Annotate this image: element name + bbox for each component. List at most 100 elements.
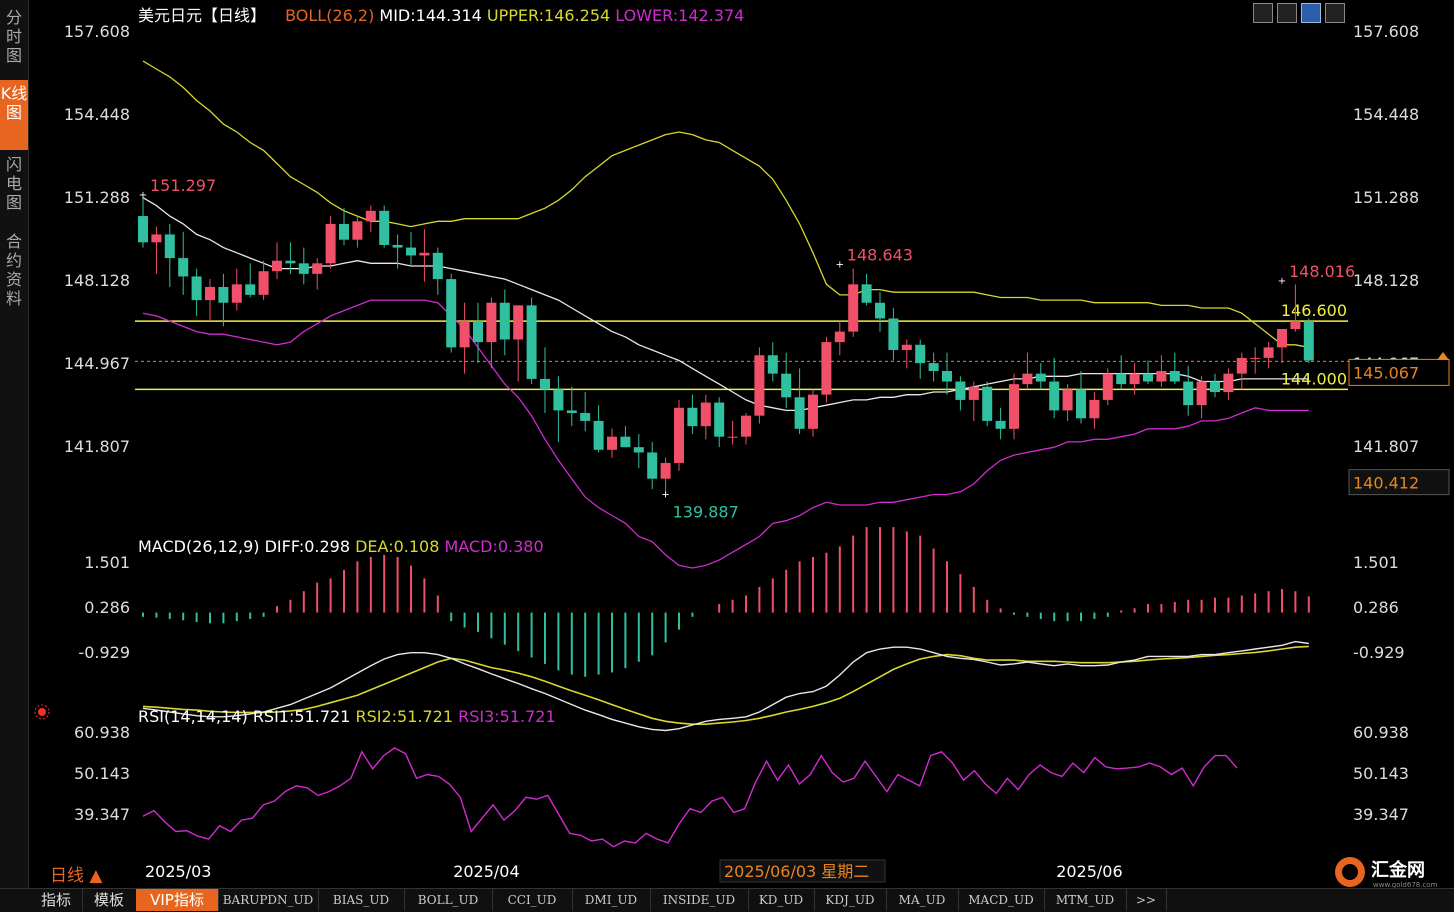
macd-y-tick-right: 0.286 <box>1353 598 1399 617</box>
candle-body <box>339 223 349 240</box>
candle-body <box>727 436 738 438</box>
tab-[interactable]: >> <box>1126 889 1167 911</box>
candle-body <box>1223 373 1234 393</box>
tab-bias-ud[interactable]: BIAS_UD <box>318 889 405 911</box>
macd-panel-header: MACD(26,12,9) DIFF:0.298 DEA:0.108 MACD:… <box>138 537 544 556</box>
extreme-value-label: 148.643 <box>847 245 913 264</box>
extreme-marker-icon: + <box>661 489 669 500</box>
symbol-title: 美元日元【日线】 <box>138 6 271 25</box>
extreme-marker-icon: + <box>139 190 147 201</box>
macd-macd-value: MACD:0.380 <box>444 537 543 556</box>
low-price-box <box>1348 469 1450 496</box>
tab-macd-ud[interactable]: MACD_UD <box>958 889 1045 911</box>
settings-sun-rays <box>34 704 50 720</box>
current-price-box <box>1348 358 1450 386</box>
candle-body <box>968 386 979 400</box>
candle-body <box>499 302 510 340</box>
tab-timeshare[interactable]: 分时图 <box>5 8 22 65</box>
left-sidebar: 分时图 K线图 闪电图 合约资料 <box>0 0 29 888</box>
zoom-out-icon[interactable] <box>1277 3 1297 23</box>
tab-flash[interactable]: 闪电图 <box>5 155 22 212</box>
candle-body <box>1076 389 1086 419</box>
rsi-y-tick-left: 39.347 <box>74 805 130 824</box>
candle-body <box>379 210 390 245</box>
y-tick-label-right: 141.807 <box>1353 437 1419 456</box>
macd-y-tick-right: 1.501 <box>1353 553 1399 572</box>
candle-body <box>781 373 792 398</box>
extreme-value-label: 139.887 <box>673 502 739 521</box>
candle-body <box>888 318 899 351</box>
macd-panel: 1.501 1.501 0.286 0.286 -0.929 -0.929 MACD(26,… <box>78 527 1405 732</box>
candle-body <box>700 402 711 427</box>
candle-body <box>459 321 470 348</box>
macd-name: MACD(26,12,9) <box>138 537 265 556</box>
rsi-panel: 60.938 60.938 50.143 50.143 39.347 39.347 RSI(… <box>34 704 1409 848</box>
candle-body <box>861 284 872 303</box>
candle-body <box>875 302 885 319</box>
candle-body <box>982 386 993 421</box>
tab-[interactable]: 模板 <box>82 889 137 911</box>
y-tick-label-left: 144.967 <box>64 354 130 373</box>
extreme-marker-icon: + <box>836 259 844 270</box>
candle-body <box>486 302 497 343</box>
candle-body <box>432 252 443 280</box>
rsi-panel-header: RSI(14,14,14) RSI1:51.721 RSI2:51.721 RS… <box>138 707 556 726</box>
current-price-label: 145.067 <box>1353 363 1419 382</box>
boll-upper-line <box>142 60 1309 349</box>
tab-cci-ud[interactable]: CCI_UD <box>492 889 573 911</box>
y-tick-label-left: 151.288 <box>64 188 130 207</box>
tab-contract-info[interactable]: 合约资料 <box>5 232 22 308</box>
candle-body <box>352 221 363 240</box>
level-line-label: 146.600 <box>1281 301 1347 320</box>
rsi-y-tick-left: 50.143 <box>74 764 130 783</box>
dea-line <box>142 645 1309 726</box>
candle-body <box>1250 357 1261 359</box>
candle-body <box>205 286 215 301</box>
candle-body <box>1009 384 1019 429</box>
tab-[interactable]: 指标 <box>30 889 83 911</box>
candle-body <box>1156 371 1167 382</box>
tab-inside-ud[interactable]: INSIDE_UD <box>650 889 749 911</box>
tab-kd-ud[interactable]: KD_UD <box>748 889 815 911</box>
candle-body <box>1089 399 1100 419</box>
candle-body <box>513 305 524 340</box>
candle-body <box>1196 381 1207 406</box>
y-tick-label-left: 148.128 <box>64 271 130 290</box>
candle-body <box>593 420 604 450</box>
candle-body <box>164 234 175 259</box>
candle-body <box>1263 347 1274 358</box>
candle-body <box>1102 373 1113 400</box>
candle-body <box>1116 373 1127 385</box>
tab-vip[interactable]: VIP指标 <box>136 889 219 911</box>
candle-body <box>406 247 416 256</box>
tab-kline[interactable]: K线图 <box>0 80 28 150</box>
y-tick-label-right: 148.128 <box>1353 271 1419 290</box>
candle-body <box>1049 381 1060 411</box>
tab-dmi-ud[interactable]: DMI_UD <box>572 889 651 911</box>
tab-ma-ud[interactable]: MA_UD <box>886 889 959 911</box>
x-tick-label: 2025/04 <box>453 862 519 881</box>
candle-body <box>821 342 832 395</box>
tab-barupdn-ud[interactable]: BARUPDN_UD <box>218 889 319 911</box>
crosshair-icon[interactable] <box>1253 3 1273 23</box>
candle-body <box>1290 321 1301 329</box>
tab-boll-ud[interactable]: BOLL_UD <box>404 889 493 911</box>
fullscreen-icon[interactable] <box>1325 3 1345 23</box>
candle-body <box>808 394 818 429</box>
candle-body <box>566 410 577 414</box>
tab-mtm-ud[interactable]: MTM_UD <box>1044 889 1127 911</box>
candle-body <box>660 462 671 479</box>
chart-canvas[interactable]: 157.608 157.608 154.448 154.448 151.288 151.2… <box>0 0 1454 888</box>
candle-body <box>1022 373 1033 385</box>
rsi2-value: RSI2:51.721 <box>355 707 458 726</box>
candle-body <box>151 234 162 243</box>
candle-body <box>1303 321 1314 361</box>
candle-body <box>955 381 966 400</box>
rsi3-value: RSI3:51.721 <box>458 707 556 726</box>
zoom-in-icon[interactable] <box>1301 3 1321 23</box>
y-tick-label-right: 151.288 <box>1353 188 1419 207</box>
tab-kdj-ud[interactable]: KDJ_UD <box>814 889 887 911</box>
candle-body <box>446 279 457 348</box>
extreme-value-label: 148.016 <box>1289 262 1355 281</box>
boll-mid-line <box>142 197 1309 412</box>
